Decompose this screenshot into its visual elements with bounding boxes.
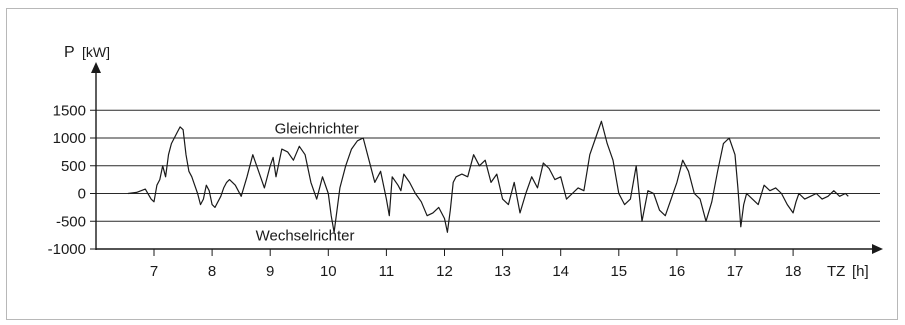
x-axis-symbol: TZ xyxy=(827,263,845,280)
x-axis-unit: [h] xyxy=(852,263,869,280)
y-tick-label: 1500 xyxy=(53,102,86,119)
y-tick-label: 500 xyxy=(61,158,86,175)
x-tick-label: 10 xyxy=(320,263,337,280)
x-tick-label: 11 xyxy=(379,263,395,280)
x-tick-label: 12 xyxy=(436,263,453,280)
chart-frame xyxy=(6,8,898,320)
x-tick-label: 8 xyxy=(208,263,216,280)
annotation-wechselrichter: Wechselrichter xyxy=(256,228,355,245)
x-tick-label: 9 xyxy=(266,263,274,280)
y-tick-label: 0 xyxy=(78,186,86,203)
x-tick-label: 17 xyxy=(727,263,744,280)
y-axis-unit: [kW] xyxy=(82,44,110,60)
y-axis-arrow xyxy=(91,62,101,73)
axes-layer xyxy=(91,62,883,254)
x-tick-label: 14 xyxy=(552,263,569,280)
y-tick-label: -500 xyxy=(56,213,86,230)
x-tick-label: 16 xyxy=(669,263,686,280)
annotation-gleichrichter: Gleichrichter xyxy=(275,121,359,138)
y-axis-symbol: P xyxy=(64,44,75,61)
x-tick-label: 15 xyxy=(610,263,627,280)
y-tick-label: 1000 xyxy=(53,130,86,147)
series-line xyxy=(127,120,849,233)
x-tick-label: 13 xyxy=(494,263,511,280)
y-tick-label: -1000 xyxy=(48,241,86,258)
x-tick-label: 18 xyxy=(785,263,802,280)
ticks-layer: 1500 1000 500 0 -500 -1000 7 8 9 10 11 12 13 14 15 16 17… xyxy=(48,102,802,280)
x-axis-arrow xyxy=(872,244,883,254)
x-tick-label: 7 xyxy=(150,263,158,280)
grid-layer xyxy=(96,109,880,250)
